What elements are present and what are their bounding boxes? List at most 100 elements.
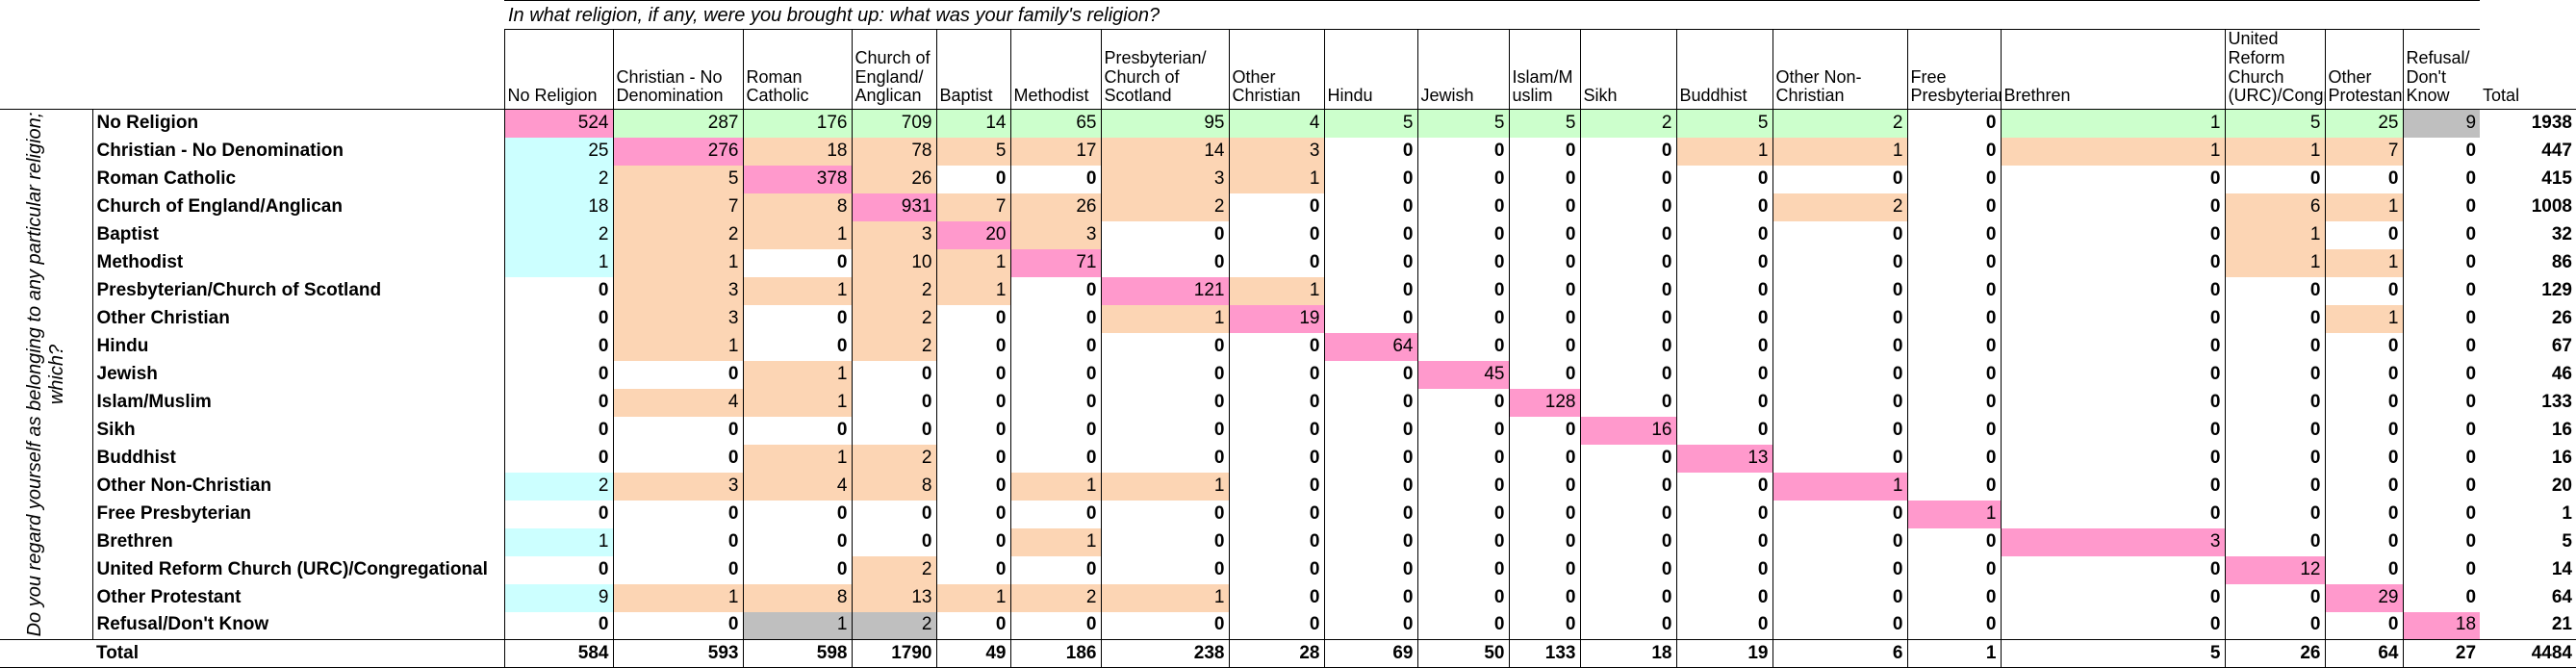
table-cell: 0 xyxy=(1323,444,1417,473)
table-cell: 0 xyxy=(1579,193,1676,221)
table-cell: 0 xyxy=(503,304,613,333)
table-cell: 0 xyxy=(935,444,1010,473)
row-label: United Reform Church (URC)/Congregationa… xyxy=(96,558,488,579)
table-cell: 524 xyxy=(503,109,613,138)
table-cell: 5 xyxy=(1416,109,1509,138)
table-cell: 0 xyxy=(1508,165,1580,193)
table-row: Free Presbyterian 0 0 0 0 0 0 0 0 0 0 0 0 0 0 1 0 0 0 0 1 xyxy=(0,500,2576,528)
column-header: Baptist xyxy=(935,29,1010,111)
table-cell: 0 xyxy=(1416,416,1509,445)
table-cell: 0 xyxy=(1579,276,1676,305)
table-cell: 0 xyxy=(1772,276,1907,305)
table-cell: 14 xyxy=(935,109,1010,138)
table-cell: 18 xyxy=(2402,611,2481,640)
table-cell: 0 xyxy=(1906,611,2001,640)
row-label: Refusal/Don't Know xyxy=(96,614,269,635)
table-cell: 0 xyxy=(612,611,743,640)
table-cell: 1 xyxy=(2000,137,2225,166)
column-header: Refusal/ Don't Know xyxy=(2402,29,2481,111)
table-cell: 0 xyxy=(1009,611,1101,640)
table-cell: 0 xyxy=(503,388,613,417)
table-cell: 0 xyxy=(1579,332,1676,361)
table-cell: 0 xyxy=(1508,555,1580,584)
table-cell: 0 xyxy=(2402,276,2481,305)
table-row: Do you regard yourself as belonging to a… xyxy=(0,109,2576,641)
table-cell: 0 xyxy=(1906,193,2001,221)
table-cell: 0 xyxy=(742,527,852,556)
totals-blank xyxy=(0,639,92,668)
table-cell: 0 xyxy=(1906,472,2001,501)
table-cell: 2 xyxy=(503,472,613,501)
table-cell: 0 xyxy=(612,360,743,389)
row-total: 46 xyxy=(2551,363,2572,384)
column-total: 26 xyxy=(2224,639,2325,668)
table-cell: 2 xyxy=(851,555,936,584)
table-cell: 1 xyxy=(2000,109,2225,138)
table-cell: 0 xyxy=(1228,444,1324,473)
table-cell: 0 xyxy=(935,332,1010,361)
table-cell: 0 xyxy=(612,555,743,584)
column-total: 19 xyxy=(1675,639,1773,668)
table-cell: 0 xyxy=(851,527,936,556)
column-total: 49 xyxy=(935,639,1010,668)
table-cell: 0 xyxy=(1416,165,1509,193)
table-cell: 25 xyxy=(503,137,613,166)
row-total: 1938 xyxy=(2531,112,2572,133)
table-cell: 0 xyxy=(1416,248,1509,277)
table-cell: 1 xyxy=(935,276,1010,305)
table-row: Hindu 0 1 0 2 0 0 0 0 64 0 0 0 0 0 0 0 0 0 0 67 xyxy=(0,332,2576,361)
table-cell: 2 xyxy=(851,611,936,640)
table-cell: 0 xyxy=(1009,332,1101,361)
row-total: 415 xyxy=(2541,167,2572,189)
table-cell: 0 xyxy=(2000,388,2225,417)
table-cell: 0 xyxy=(2000,220,2225,249)
row-label: Islam/Muslim xyxy=(96,391,212,412)
table-cell: 0 xyxy=(1906,527,2001,556)
table-cell: 0 xyxy=(851,388,936,417)
column-header: Buddhist xyxy=(1675,29,1773,111)
table-cell: 1 xyxy=(2324,193,2403,221)
table-cell: 0 xyxy=(1906,109,2001,138)
table-cell: 0 xyxy=(1100,527,1229,556)
table-cell: 12 xyxy=(2224,555,2325,584)
table-cell: 0 xyxy=(2402,500,2481,528)
table-cell: 0 xyxy=(1579,165,1676,193)
table-cell: 0 xyxy=(1772,165,1907,193)
table-cell: 0 xyxy=(1772,416,1907,445)
table-cell: 0 xyxy=(1100,500,1229,528)
side-question-cell: Do you regard yourself as belonging to a… xyxy=(0,109,93,641)
table-cell: 0 xyxy=(2000,472,2225,501)
table-cell: 378 xyxy=(742,165,852,193)
table-cell: 0 xyxy=(1009,416,1101,445)
table-cell: 0 xyxy=(503,611,613,640)
table-cell: 5 xyxy=(1323,109,1417,138)
table-cell: 26 xyxy=(851,165,936,193)
table-cell: 0 xyxy=(1772,527,1907,556)
table-cell: 0 xyxy=(2000,276,2225,305)
table-cell: 0 xyxy=(1508,304,1580,333)
table-cell: 0 xyxy=(1416,388,1509,417)
table-cell: 4 xyxy=(1228,109,1324,138)
table-cell: 2 xyxy=(851,444,936,473)
table-cell: 8 xyxy=(851,472,936,501)
table-cell: 17 xyxy=(1009,137,1101,166)
table-cell: 0 xyxy=(2324,527,2403,556)
table-cell: 0 xyxy=(503,444,613,473)
table-cell: 26 xyxy=(1009,193,1101,221)
table-cell: 0 xyxy=(1579,137,1676,166)
row-label: Hindu xyxy=(96,335,149,356)
table-cell: 1 xyxy=(935,248,1010,277)
table-row: Church of England/Anglican 18 7 8 931 7 26 2 0 0 0… xyxy=(0,193,2576,221)
table-cell: 0 xyxy=(1675,388,1773,417)
row-total: 129 xyxy=(2541,279,2572,300)
table-cell: 0 xyxy=(1906,583,2001,612)
table-cell: 0 xyxy=(1416,137,1509,166)
table-cell: 0 xyxy=(1323,555,1417,584)
table-cell: 276 xyxy=(612,137,743,166)
table-cell: 0 xyxy=(935,500,1010,528)
table-cell: 0 xyxy=(851,360,936,389)
table-cell: 0 xyxy=(1323,248,1417,277)
row-label: Christian - No Denomination xyxy=(96,140,344,161)
table-cell: 0 xyxy=(1579,611,1676,640)
